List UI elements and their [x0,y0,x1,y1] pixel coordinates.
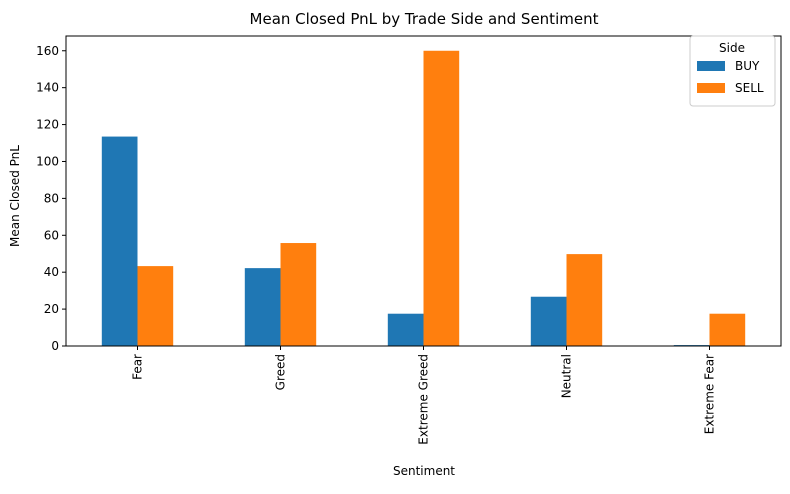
y-tick-label: 100 [36,154,59,168]
legend-items: BUY SELL [697,59,764,95]
bar-buy-extreme-greed [387,313,424,346]
y-tick-label: 0 [51,339,59,353]
x-tick-label: Extreme Fear [703,354,717,434]
y-axis-label: Mean Closed PnL [8,145,22,247]
bar-sell-greed [280,243,317,346]
x-axis-label: Sentiment [393,464,455,478]
bar-sell-neutral [566,254,603,346]
x-tick-label: Fear [131,354,145,380]
plot-frame [65,35,782,347]
legend-title: Side [719,41,745,55]
legend: Side BUY SELL [689,35,776,107]
chart-title: Mean Closed PnL by Trade Side and Sentim… [250,10,599,28]
bar-sell-fear [137,266,174,346]
bar-sell-extreme-fear [709,313,746,346]
x-tick-label: Neutral [560,354,574,398]
bar-buy-neutral [530,296,567,346]
y-tick-label: 140 [36,81,59,95]
y-tick-label: 160 [36,44,59,58]
axes-layer: Fear Greed Extreme Greed Neutral Extreme Fea… [36,35,782,445]
y-tick-label: 40 [44,265,59,279]
legend-swatch-sell [697,83,725,93]
legend-label-sell: SELL [735,81,764,95]
x-tick-label: Extreme Greed [417,354,431,445]
y-tick-label: 20 [44,302,59,316]
bar-sell-extreme-greed [423,50,460,347]
bar-buy-greed [244,268,281,346]
x-tick-label: Greed [274,354,288,390]
legend-label-buy: BUY [735,59,760,73]
legend-swatch-buy [697,61,725,71]
y-tick-label: 60 [44,228,59,242]
bar-buy-fear [101,136,138,346]
y-tick-label: 80 [44,191,59,205]
y-tick-label: 120 [36,118,59,132]
bars-layer [101,50,746,347]
